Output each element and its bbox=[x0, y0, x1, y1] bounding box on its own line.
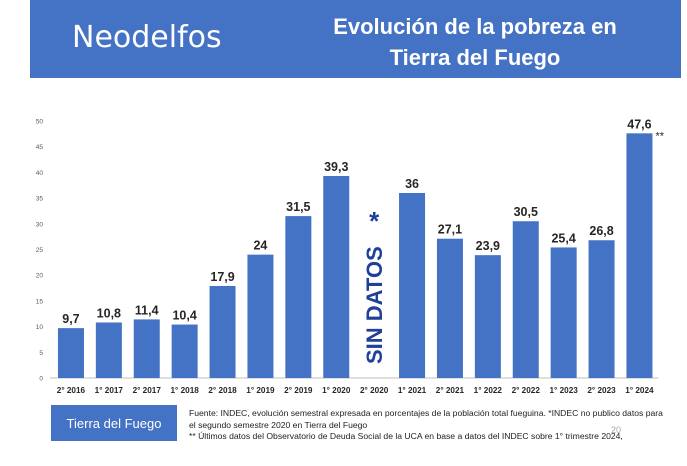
y-tick-label: 5 bbox=[39, 350, 43, 357]
bar-data-label: 10,8 bbox=[97, 306, 121, 320]
y-tick-label: 10 bbox=[36, 324, 44, 331]
x-tick-label: 1° 2022 bbox=[474, 386, 503, 395]
bar bbox=[171, 324, 198, 378]
bar-data-label: 9,7 bbox=[62, 312, 79, 326]
x-tick-label: 1° 2020 bbox=[322, 386, 351, 395]
x-tick-label: 2° 2019 bbox=[284, 386, 313, 395]
bar-data-label: 23,9 bbox=[476, 239, 500, 253]
brand-name: Neodelfos bbox=[72, 20, 222, 55]
legend-series-label: Tierra del Fuego bbox=[66, 415, 162, 431]
bar bbox=[474, 255, 501, 378]
bar bbox=[588, 240, 615, 378]
bar bbox=[57, 328, 84, 378]
slide-title-line-1: Evolución de la pobreza en bbox=[333, 14, 617, 39]
header-banner: Neodelfos Evolución de la pobreza en Tie… bbox=[30, 0, 681, 78]
x-tick-label: 1° 2021 bbox=[398, 386, 427, 395]
bar bbox=[133, 319, 160, 378]
bar-data-label: 27,1 bbox=[438, 223, 462, 237]
bar bbox=[550, 247, 577, 378]
bar-data-label: 39,3 bbox=[324, 160, 348, 174]
bar-data-label: 11,4 bbox=[135, 303, 159, 317]
slide-title: Evolución de la pobreza en Tierra del Fu… bbox=[285, 11, 665, 73]
bar bbox=[209, 285, 236, 378]
bar bbox=[399, 192, 426, 378]
bar bbox=[626, 133, 653, 378]
x-tick-label: 2° 2017 bbox=[133, 386, 162, 395]
x-tick-label: 1° 2018 bbox=[170, 386, 199, 395]
footnote-note-line: ** Últimos datos del Observatorio de Deu… bbox=[189, 431, 623, 441]
page-number: 20 bbox=[611, 425, 622, 435]
missing-data-asterisk: * bbox=[369, 206, 380, 236]
bar-data-label: 25,4 bbox=[551, 231, 575, 245]
y-tick-label: 15 bbox=[36, 298, 44, 305]
bar bbox=[95, 322, 122, 378]
bar bbox=[512, 221, 539, 378]
bar-data-label: 47,6 bbox=[627, 117, 651, 131]
bar bbox=[247, 254, 274, 378]
y-tick-label: 20 bbox=[36, 273, 44, 280]
x-tick-label: 2° 2020 bbox=[360, 386, 389, 395]
bar-data-label: 17,9 bbox=[210, 270, 234, 284]
slide-title-line-2: Tierra del Fuego bbox=[389, 45, 561, 70]
bar bbox=[323, 175, 350, 378]
legend-series-box: Tierra del Fuego bbox=[51, 405, 177, 441]
x-tick-label: 1° 2023 bbox=[549, 386, 578, 395]
bar-data-label: 10,4 bbox=[172, 309, 196, 323]
y-tick-label: 0 bbox=[39, 376, 43, 383]
bar-data-label: 31,5 bbox=[286, 200, 310, 214]
y-tick-label: 35 bbox=[36, 196, 44, 203]
missing-data-label: SIN DATOS bbox=[362, 246, 387, 364]
footnote-source-line: Fuente: INDEC, evolución semestral expre… bbox=[189, 408, 663, 430]
last-bar-note: ** bbox=[655, 130, 664, 142]
bar-data-label: 30,5 bbox=[514, 205, 538, 219]
bar-data-label: 36 bbox=[405, 177, 419, 191]
y-tick-label: 50 bbox=[36, 119, 44, 126]
x-tick-label: 2° 2022 bbox=[512, 386, 541, 395]
source-footnote: Fuente: INDEC, evolución semestral expre… bbox=[189, 408, 669, 443]
x-tick-label: 1° 2017 bbox=[95, 386, 124, 395]
y-tick-label: 30 bbox=[36, 221, 44, 228]
bar bbox=[436, 238, 463, 378]
bar-data-label: 24 bbox=[253, 239, 267, 253]
x-tick-label: 2° 2018 bbox=[208, 386, 237, 395]
x-tick-label: 2° 2016 bbox=[57, 386, 86, 395]
x-tick-label: 2° 2021 bbox=[436, 386, 465, 395]
y-tick-label: 45 bbox=[36, 144, 44, 151]
bar bbox=[285, 216, 312, 378]
x-tick-label: 1° 2024 bbox=[625, 386, 654, 395]
y-tick-label: 40 bbox=[36, 170, 44, 177]
bar-data-label: 26,8 bbox=[589, 224, 613, 238]
x-tick-label: 1° 2019 bbox=[246, 386, 275, 395]
x-tick-label: 2° 2023 bbox=[587, 386, 616, 395]
y-tick-label: 25 bbox=[36, 247, 44, 254]
